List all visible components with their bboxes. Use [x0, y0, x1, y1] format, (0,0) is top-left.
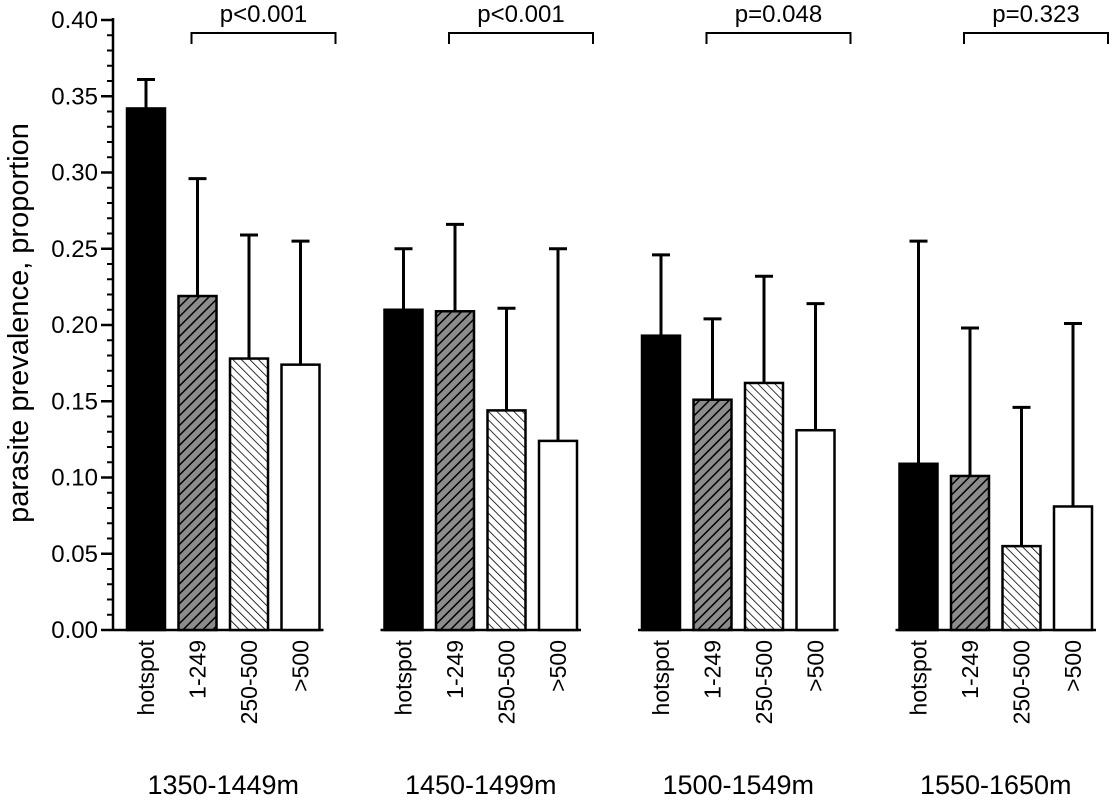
- y-tick-label: 0.30: [51, 160, 98, 187]
- x-category-label: 250-500: [494, 640, 520, 724]
- bar: [280, 363, 321, 632]
- x-category-label: 1-249: [957, 640, 983, 699]
- labels-layer: parasite prevalence, proportion 0.00 0.05…: [3, 1, 1086, 800]
- bar: [1052, 505, 1094, 632]
- significance-bracket: [448, 32, 594, 44]
- bar: [949, 474, 991, 632]
- x-group-label: 1500-1549m: [662, 770, 814, 800]
- y-tick-label: 0.00: [51, 617, 98, 644]
- y-tick-label: 0.15: [51, 388, 98, 415]
- x-category-label: >500: [1060, 640, 1086, 692]
- significance-bracket: [963, 32, 1109, 44]
- bars-layer: [125, 77, 1094, 632]
- bar: [640, 334, 682, 632]
- y-tick-label: 0.20: [51, 312, 98, 339]
- significance-bracket: [705, 32, 852, 44]
- x-group-label: 1450-1499m: [405, 770, 557, 800]
- bar: [125, 107, 167, 632]
- x-category-label: >500: [803, 640, 829, 692]
- x-category-label: 1-249: [185, 640, 211, 699]
- p-value-label: p<0.001: [477, 1, 564, 28]
- p-value-label: p=0.048: [735, 1, 822, 28]
- bar: [537, 439, 579, 632]
- x-category-label: hotspot: [648, 639, 674, 715]
- bar: [228, 357, 270, 632]
- bar: [486, 409, 527, 632]
- bar: [743, 381, 785, 632]
- x-category-label: 250-500: [1009, 640, 1035, 724]
- y-tick-label: 0.40: [51, 7, 98, 34]
- x-group-label: 1550-1650m: [920, 770, 1072, 800]
- x-category-label: 1-249: [700, 640, 726, 699]
- p-value-label: p=0.323: [992, 1, 1079, 28]
- bar: [1001, 544, 1042, 632]
- y-tick-label: 0.10: [51, 465, 98, 492]
- bar: [692, 398, 733, 632]
- bar: [795, 428, 836, 632]
- x-category-label: hotspot: [133, 639, 159, 715]
- x-category-label: hotspot: [906, 639, 932, 715]
- x-category-label: 1-249: [442, 640, 468, 699]
- bar: [434, 310, 476, 632]
- x-category-label: 250-500: [751, 640, 777, 724]
- y-tick-label: 0.05: [51, 541, 98, 568]
- p-value-label: p<0.001: [220, 1, 307, 28]
- bar: [177, 294, 218, 632]
- significance-bracket: [190, 32, 337, 44]
- x-category-label: 250-500: [236, 640, 262, 724]
- y-tick-label: 0.35: [51, 83, 98, 110]
- x-group-label: 1350-1449m: [147, 770, 299, 800]
- bar: [383, 308, 424, 632]
- x-category-label: >500: [288, 640, 314, 692]
- bar: [898, 462, 939, 632]
- y-axis-label: parasite prevalence, proportion: [3, 123, 35, 523]
- x-category-label: >500: [545, 640, 571, 692]
- x-category-label: hotspot: [391, 639, 417, 715]
- y-tick-label: 0.25: [51, 236, 98, 263]
